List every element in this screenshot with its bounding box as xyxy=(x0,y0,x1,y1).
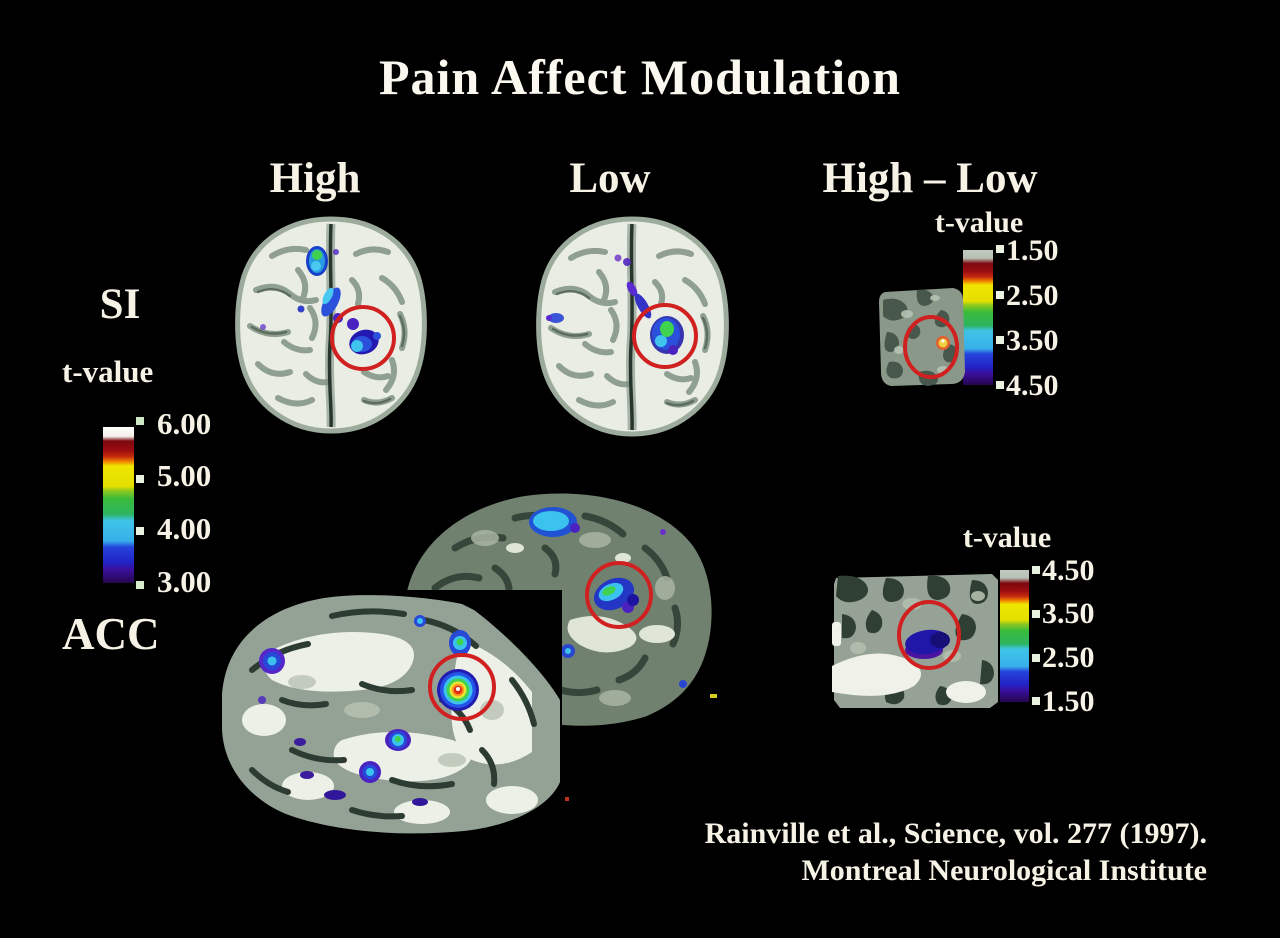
column-header-low: Low xyxy=(569,155,651,202)
axial-patch-difference xyxy=(879,288,965,386)
si-colorbar xyxy=(103,427,134,583)
row-label-acc: ACC xyxy=(62,609,160,659)
sulci-detail xyxy=(551,290,709,407)
diff-bottom-tick-mark xyxy=(1032,654,1040,662)
sagittal-patch-difference xyxy=(832,574,998,708)
white-matter xyxy=(242,632,538,824)
diff-bottom-tick-mark xyxy=(1032,697,1040,705)
yellow-artifact-dot xyxy=(710,694,717,698)
diff-top-colorbar xyxy=(963,250,993,385)
activation-blob xyxy=(905,629,950,659)
diff-top-tick-label: 2.50 xyxy=(1006,279,1059,312)
activation-blob-thalamic xyxy=(359,729,411,783)
activation-blob-acc xyxy=(593,577,639,613)
si-tick-label: 6.00 xyxy=(157,406,212,441)
highlight-circle xyxy=(585,561,653,629)
diff-bottom-tick-mark xyxy=(1032,610,1040,618)
si-tick-mark xyxy=(136,475,144,483)
si-scale-title: t-value xyxy=(62,354,154,389)
activation-hotspot xyxy=(936,336,950,350)
diff-bottom-colorbar xyxy=(1000,570,1029,702)
activation-speck xyxy=(260,324,266,330)
diff-bottom-tick-label: 1.50 xyxy=(1042,685,1095,718)
activation-speck xyxy=(561,529,687,688)
tissue-highlight xyxy=(288,675,504,767)
highlight-circle xyxy=(897,600,961,670)
diff-top-tick-mark xyxy=(996,336,1004,344)
activation-blob-frontal xyxy=(259,648,285,674)
diff-top-tick-mark xyxy=(996,291,1004,299)
column-header-high-minus-low: High – Low xyxy=(822,155,1038,202)
diff-bottom-tick-label: 3.50 xyxy=(1042,597,1095,630)
activation-hotspot-acc xyxy=(437,669,479,711)
axial-brain-low xyxy=(536,216,729,437)
sulci-pattern xyxy=(249,608,537,820)
activation-speck xyxy=(258,696,428,806)
citation: Rainville et al., Science, vol. 277 (199… xyxy=(705,815,1207,889)
si-tick-mark xyxy=(136,417,144,425)
diff-top-tick-label: 4.50 xyxy=(1006,369,1059,402)
diff-bottom-scale-title: t-value xyxy=(962,521,1052,554)
citation-line-2: Montreal Neurological Institute xyxy=(801,854,1207,887)
diff-top-tick-mark xyxy=(996,381,1004,389)
citation-line-1: Rainville et al., Science, vol. 277 (199… xyxy=(704,817,1207,850)
tissue-texture xyxy=(883,289,957,386)
sagittal-front-canvas xyxy=(212,590,562,836)
diff-bottom-tick-mark xyxy=(1032,566,1040,574)
activation-blob-si xyxy=(347,318,381,355)
sagittal-brain-front xyxy=(222,595,560,834)
activation-speck xyxy=(623,258,631,266)
si-tick-mark xyxy=(136,527,144,535)
page-title: Pain Affect Modulation xyxy=(379,49,901,105)
diff-top-tick-mark xyxy=(996,245,1004,253)
si-tick-label: 5.00 xyxy=(157,458,212,493)
activation-blob-medial xyxy=(306,246,343,323)
activation-blob-top xyxy=(529,507,580,537)
diff-bottom-tick-label: 2.50 xyxy=(1042,641,1095,674)
diff-bottom-tick-label: 4.50 xyxy=(1042,554,1095,587)
row-label-si: SI xyxy=(99,281,141,328)
si-tick-label: 4.00 xyxy=(157,511,212,546)
activation-speck xyxy=(333,249,339,255)
red-artifact-dot xyxy=(565,797,569,801)
highlight-circle xyxy=(632,303,698,369)
activation-blob-superior xyxy=(414,615,471,656)
axial-brain-high xyxy=(235,216,427,434)
si-tick-mark xyxy=(136,581,144,589)
si-tick-label: 3.00 xyxy=(157,564,212,599)
highlight-circle xyxy=(330,305,396,371)
activation-speck xyxy=(297,305,305,313)
column-header-high: High xyxy=(269,155,361,202)
activation-blob-left xyxy=(546,313,564,323)
activation-speck xyxy=(614,254,622,262)
diff-top-tick-label: 3.50 xyxy=(1006,324,1059,357)
diff-top-scale-title: t-value xyxy=(934,206,1024,239)
highlight-circle xyxy=(428,653,496,721)
white-matter xyxy=(506,543,675,653)
sulci-detail xyxy=(250,288,406,405)
white-matter xyxy=(832,622,986,703)
highlight-circle xyxy=(903,315,959,379)
diff-top-tick-label: 1.50 xyxy=(1006,234,1059,267)
